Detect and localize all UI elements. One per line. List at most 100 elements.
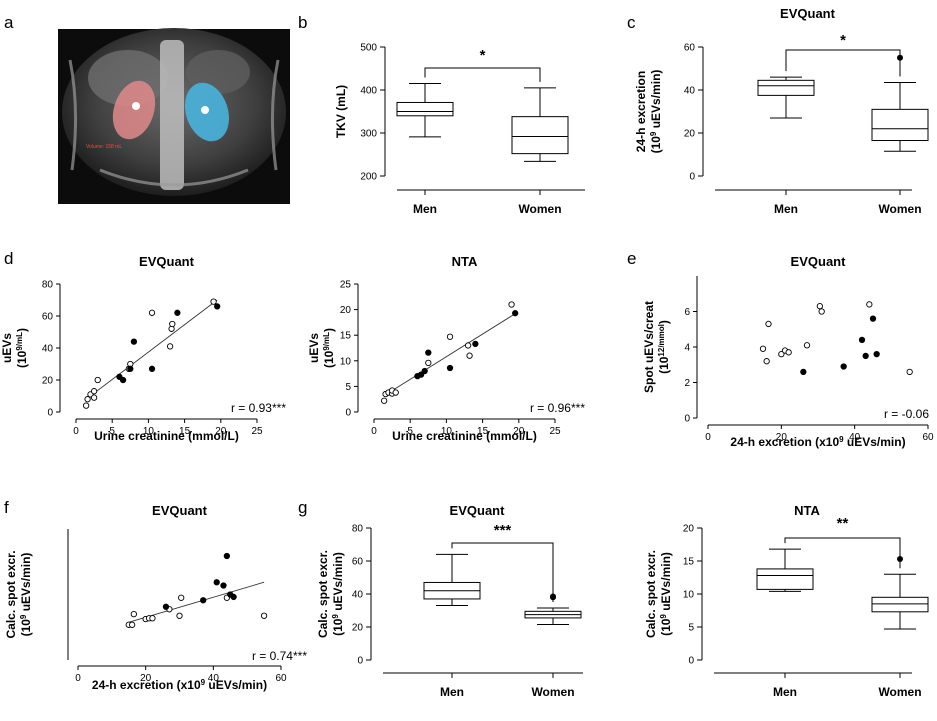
box xyxy=(871,108,929,142)
category-label: Women xyxy=(518,202,561,216)
panel-label-g: g xyxy=(298,498,307,517)
open-data-point xyxy=(466,352,473,359)
filled-data-point xyxy=(869,315,877,322)
y-tick-label: 80 xyxy=(42,280,54,291)
x-tick-label: 40 xyxy=(849,432,861,443)
y-tick-label: 20 xyxy=(352,623,364,634)
y-tick-label: 5 xyxy=(688,623,694,634)
chart-f: EVQuant Calc. spot excr. (109 uEVs/min) 0 20… xyxy=(4,503,307,692)
y-tick-label: 40 xyxy=(42,344,54,355)
filled-data-point xyxy=(840,363,847,370)
x-tick-label: 60 xyxy=(922,432,934,443)
y-axis-label: Calc. spot excr. xyxy=(4,550,18,638)
chart-c: EVQuant 24-h excretion (109 uEVs/min) 0 20 40… xyxy=(634,6,929,216)
open-data-point xyxy=(94,376,101,384)
open-data-point xyxy=(128,621,136,628)
y-tick-label: 500 xyxy=(360,43,377,54)
correlation-annotation: r = 0.93*** xyxy=(231,401,286,415)
chart-title: EVQuant xyxy=(152,503,208,518)
y-tick-label: 15 xyxy=(340,331,352,342)
volume-annotation: Volume: 158 mL xyxy=(86,144,122,150)
filled-data-point xyxy=(127,365,134,372)
filled-data-point xyxy=(862,352,869,360)
open-data-point xyxy=(425,359,432,366)
chart-d2: NTA uEVs (109/mL) 0 5 10 15 20 25 0 5 10 15 20 25 Urine… xyxy=(307,254,585,443)
open-data-point xyxy=(818,308,825,315)
y-axis-label: (109 uEVs/min) xyxy=(659,552,674,636)
x-tick-label: 25 xyxy=(251,426,263,437)
filled-data-point xyxy=(472,340,479,348)
chart-b: TKV (mL) 200 300 400 500 Men Women * xyxy=(334,43,585,216)
y-axis-label: uEVs xyxy=(307,333,321,363)
left-kidney-mask xyxy=(112,80,156,140)
y-axis-label: (1012/mmol) xyxy=(657,320,672,374)
significance-bracket xyxy=(451,542,554,603)
x-axis-label: Urine creatinine (mmol/L) xyxy=(94,429,239,443)
significance-marker: ** xyxy=(837,515,849,532)
y-axis-label: Calc. spot excr. xyxy=(644,550,658,638)
chart-title: EVQuant xyxy=(791,254,847,269)
significance-bracket xyxy=(785,49,901,77)
y-axis-label: (109/mL) xyxy=(322,328,337,368)
y-tick-label: 80 xyxy=(352,524,364,535)
filled-data-point xyxy=(220,582,227,589)
filled-data-point xyxy=(162,603,170,610)
panel-label-c: c xyxy=(627,13,636,32)
y-tick-label: 400 xyxy=(360,86,377,97)
y-axis-label: (109 uEVs/min) xyxy=(331,552,346,636)
y-tick-label: 25 xyxy=(340,280,352,291)
category-label: Men xyxy=(440,685,464,699)
open-data-point xyxy=(816,303,823,310)
filled-data-point xyxy=(174,309,181,316)
x-tick-label: 10 xyxy=(441,426,453,437)
open-data-point xyxy=(169,320,176,328)
filled-data-point xyxy=(800,368,807,375)
open-data-point xyxy=(763,358,770,365)
filled-data-point xyxy=(213,579,220,586)
x-tick-label: 25 xyxy=(549,426,561,437)
y-axis-label: Calc. spot excr. xyxy=(316,550,330,638)
significance-bracket xyxy=(424,67,541,82)
chart-title: NTA xyxy=(794,503,820,518)
box xyxy=(871,596,929,613)
category-label: Women xyxy=(878,685,921,699)
panel-label-e: e xyxy=(627,249,636,268)
y-tick-label: 0 xyxy=(684,414,690,425)
x-tick-label: 20 xyxy=(513,426,525,437)
y-tick-label: 10 xyxy=(340,356,352,367)
filled-data-point xyxy=(200,597,207,604)
x-tick-label: 15 xyxy=(179,426,191,437)
open-data-point xyxy=(508,301,515,308)
y-tick-label: 5 xyxy=(345,382,351,393)
y-tick-label: 60 xyxy=(352,557,364,568)
correlation-annotation: r = -0.06 xyxy=(884,407,929,421)
y-axis-label: 24-h excretion xyxy=(634,71,648,152)
open-data-point xyxy=(906,368,913,375)
correlation-annotation: r = 0.96*** xyxy=(530,401,585,415)
x-tick-label: 0 xyxy=(75,673,81,684)
x-axis-label: Urine creatinine (mmol/L) xyxy=(392,429,537,443)
y-axis-label: (109 uEVs/min) xyxy=(19,553,34,637)
y-tick-label: 40 xyxy=(352,590,364,601)
y-tick-label: 60 xyxy=(684,43,696,54)
x-tick-label: 0 xyxy=(73,426,79,437)
y-tick-label: 0 xyxy=(689,172,695,183)
filled-data-point xyxy=(223,552,231,560)
y-tick-label: 300 xyxy=(360,129,377,140)
y-axis-label: TKV (mL) xyxy=(334,85,348,138)
y-tick-label: 0 xyxy=(47,408,53,419)
x-tick-label: 0 xyxy=(705,432,711,443)
y-tick-label: 6 xyxy=(684,307,690,318)
open-data-point xyxy=(785,349,792,356)
filled-data-point xyxy=(873,350,880,358)
open-data-point xyxy=(166,343,174,350)
panel-label-f: f xyxy=(4,498,9,517)
chart-d1: EVQuant uEVs (109/mL) 0 5 10 15 20 25 0 20 40 60 80 Ur… xyxy=(0,254,286,443)
category-label: Men xyxy=(774,202,798,216)
x-axis-label: 24-h excretion (x109 uEVs/min) xyxy=(92,678,267,693)
filled-data-point xyxy=(446,364,454,372)
chart-g1: EVQuant Calc. spot excr. (109 uEVs/min) 0 20… xyxy=(316,503,583,699)
open-data-point xyxy=(803,342,811,349)
